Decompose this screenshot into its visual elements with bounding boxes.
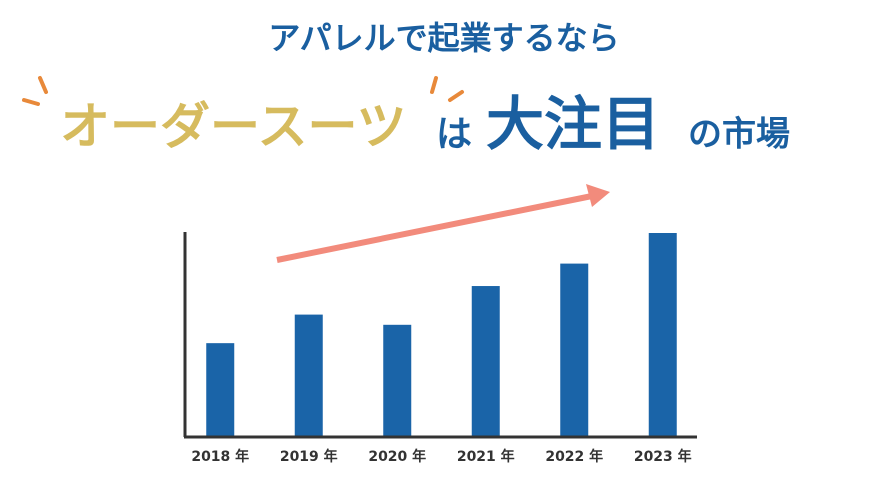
- decoration: [22, 76, 464, 106]
- x-tick-label: 2018 年: [191, 448, 249, 465]
- emphasis-text: 大注目: [486, 90, 660, 158]
- decor-stroke: [430, 76, 438, 94]
- decor-stroke: [448, 90, 464, 102]
- x-tick-label: 2020 年: [368, 448, 426, 465]
- subtitle-text: の市場: [688, 115, 790, 155]
- subtitle-text: は: [436, 114, 472, 155]
- decor-stroke: [22, 98, 40, 106]
- bar: [206, 343, 235, 437]
- bar: [294, 314, 323, 437]
- x-tick-label: 2023 年: [634, 448, 692, 465]
- trend-arrow: [276, 184, 610, 263]
- chart-title: アパレルで起業するなら: [268, 19, 619, 57]
- bar: [471, 286, 500, 437]
- decor-stroke: [38, 76, 48, 94]
- arrow-head: [586, 184, 610, 207]
- arrow-line: [276, 193, 593, 263]
- x-tick-label: 2021 年: [457, 448, 515, 465]
- x-tick-label: 2022 年: [545, 448, 603, 465]
- highlight-text: オーダースーツ: [60, 98, 407, 156]
- x-tick-label: 2019 年: [280, 448, 338, 465]
- bar: [648, 233, 677, 437]
- bar: [560, 263, 589, 437]
- bar: [383, 324, 412, 437]
